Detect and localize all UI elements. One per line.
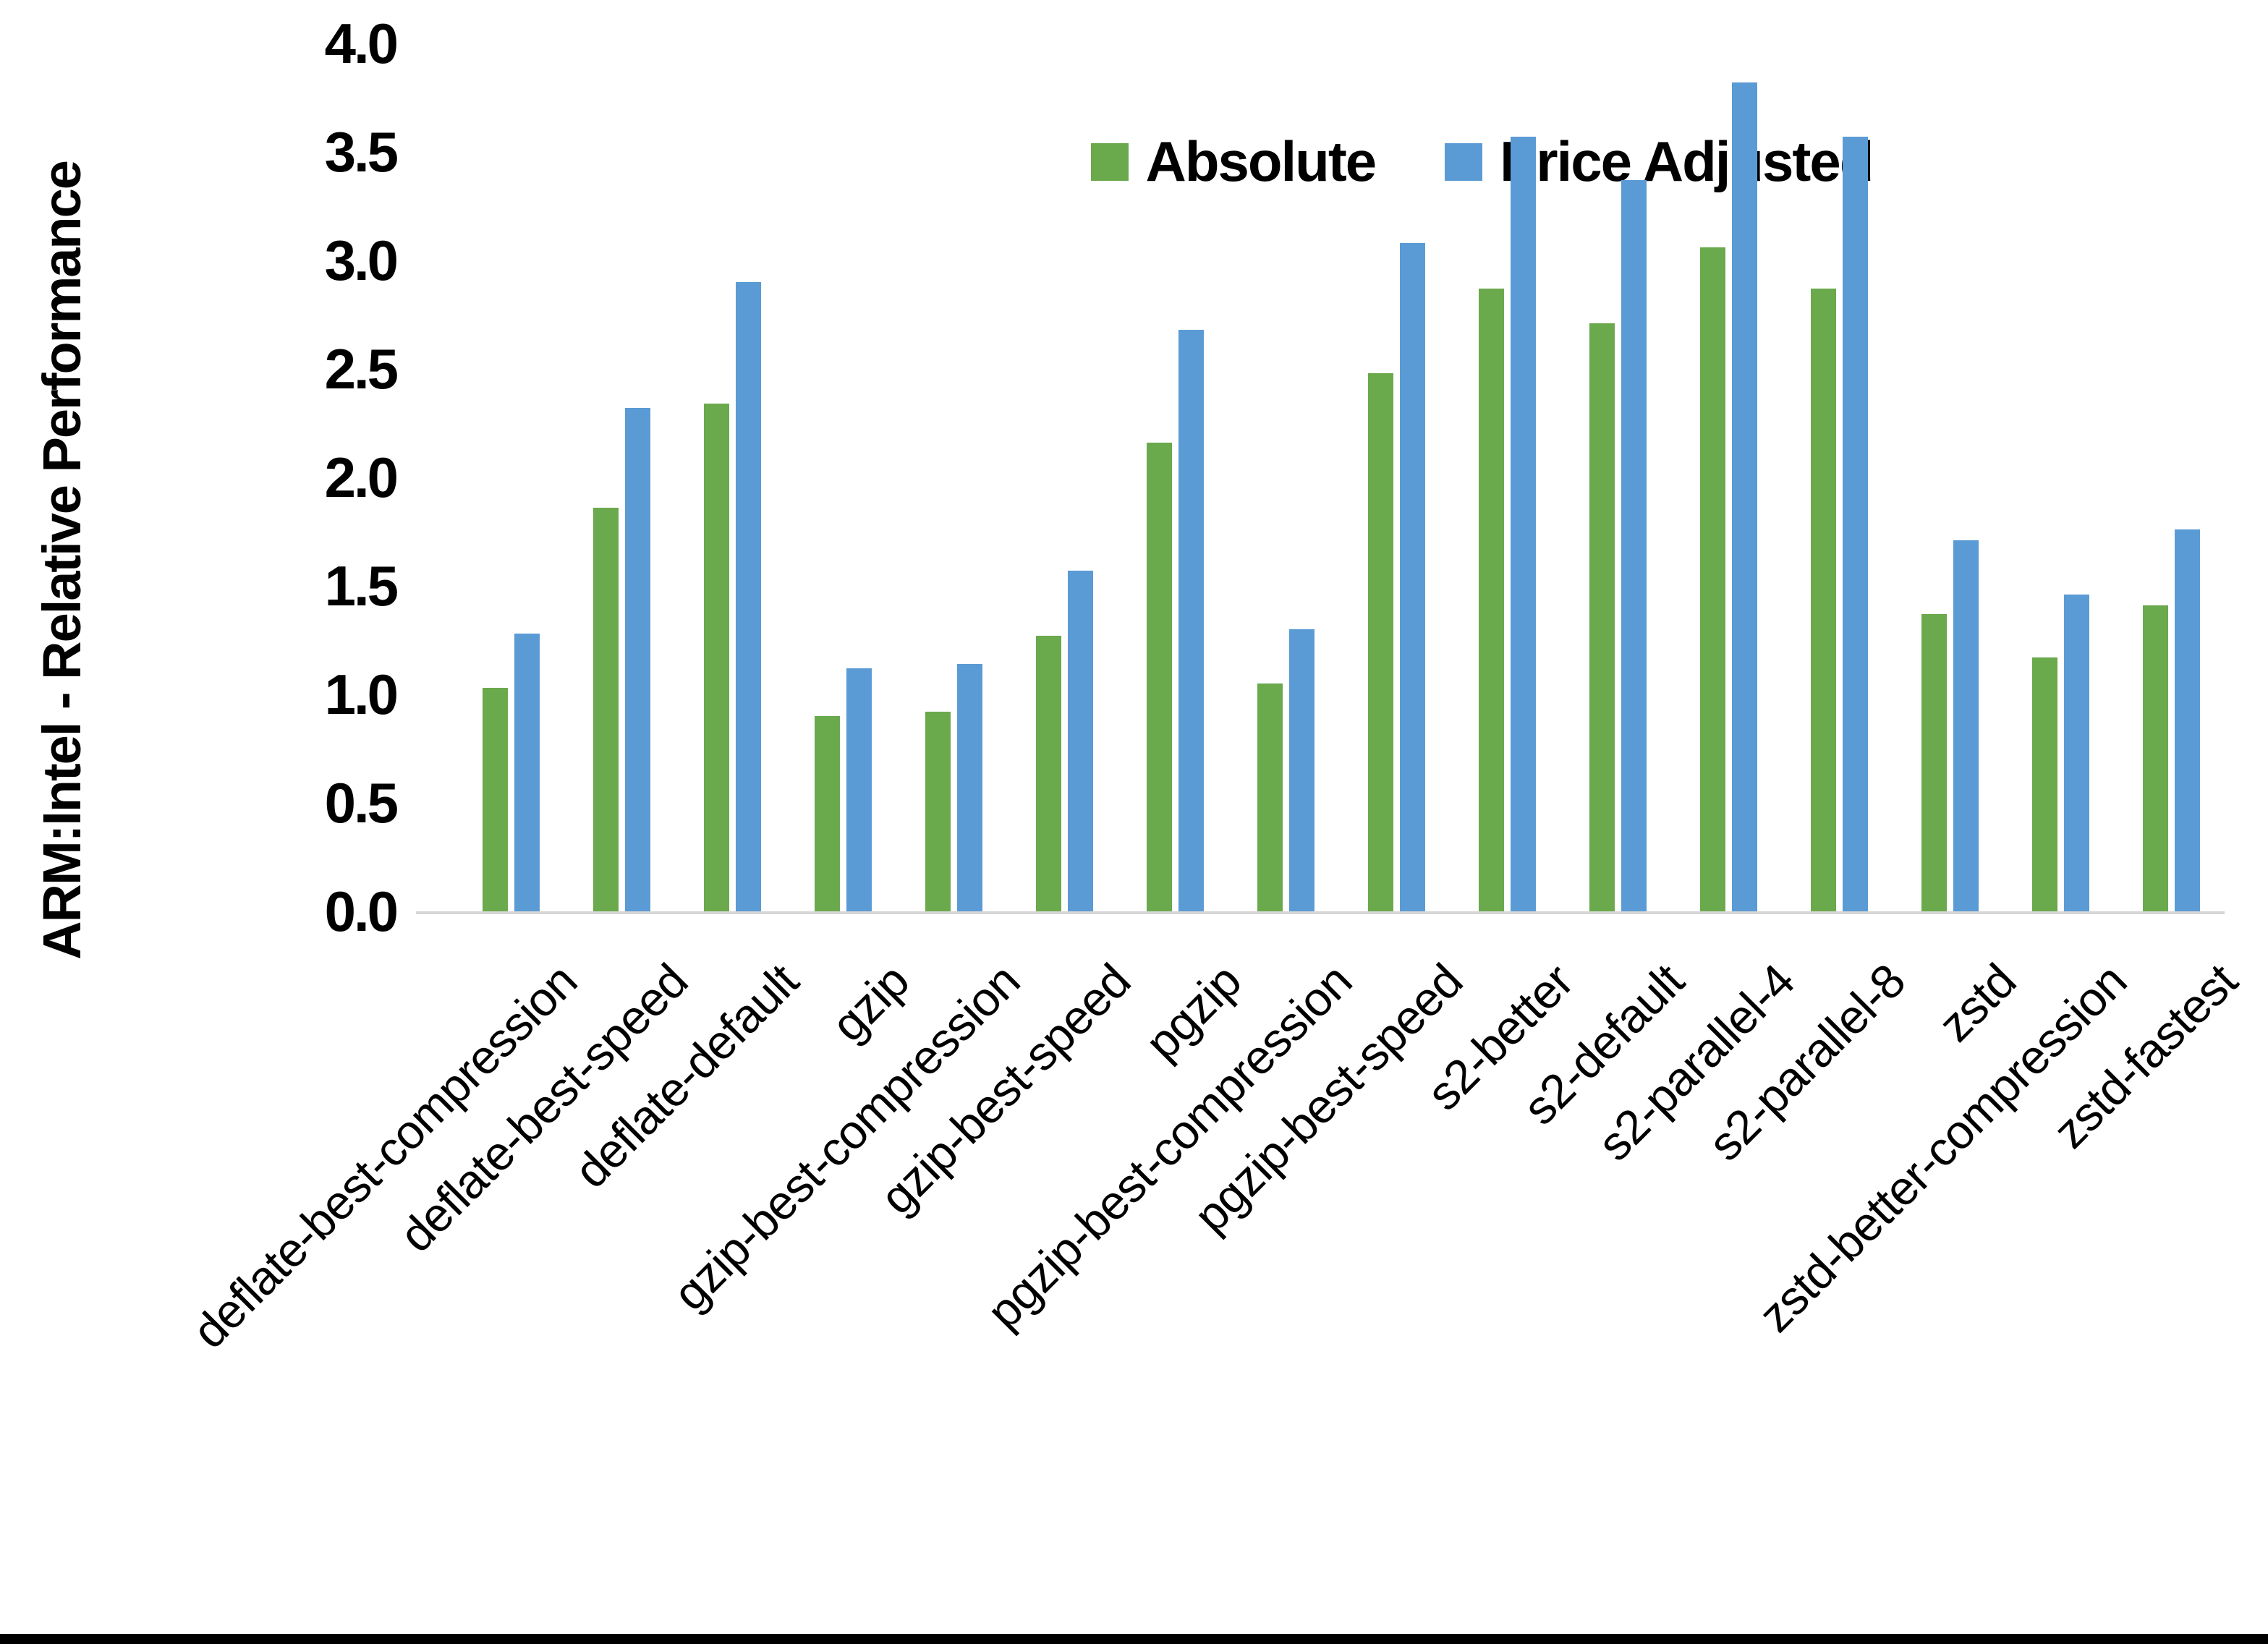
bar-absolute bbox=[1368, 373, 1393, 911]
legend-label: Absolute bbox=[1145, 129, 1377, 193]
bar-price-adjusted bbox=[514, 634, 540, 911]
bar-absolute bbox=[2143, 605, 2168, 911]
bar-price-adjusted bbox=[1289, 629, 1314, 911]
bar-price-adjusted bbox=[957, 664, 982, 911]
bar-price-adjusted bbox=[1953, 540, 1979, 911]
bar-price-adjusted bbox=[1732, 82, 1757, 911]
y-tick-label: 1.5 bbox=[324, 554, 399, 618]
bar-price-adjusted bbox=[1178, 330, 1204, 911]
bar-absolute bbox=[2032, 657, 2057, 911]
bar-absolute bbox=[593, 508, 619, 911]
bar-price-adjusted bbox=[1511, 137, 1536, 911]
bar-price-adjusted bbox=[2175, 529, 2200, 911]
bar-absolute bbox=[704, 404, 729, 911]
bar-absolute bbox=[1811, 289, 1836, 911]
plot-area bbox=[416, 43, 2225, 914]
y-tick-label: 3.5 bbox=[324, 120, 399, 184]
y-tick-label: 2.5 bbox=[324, 337, 399, 401]
bar-absolute bbox=[1700, 247, 1725, 911]
y-tick-label: 3.0 bbox=[324, 229, 399, 292]
bar-absolute bbox=[483, 688, 508, 911]
bar-price-adjusted bbox=[1843, 137, 1868, 911]
chart-legend: Absolute Price Adjusted bbox=[1090, 129, 1874, 195]
bar-absolute bbox=[1036, 636, 1061, 911]
bottom-border-bar bbox=[0, 1634, 2268, 1644]
legend-swatch-icon bbox=[1090, 142, 1129, 181]
x-tick-label: zstd bbox=[1927, 953, 2026, 1052]
bar-absolute bbox=[815, 716, 840, 911]
bar-absolute bbox=[1147, 443, 1172, 911]
bar-price-adjusted bbox=[736, 282, 761, 911]
legend-swatch-icon bbox=[1445, 142, 1483, 181]
y-tick-label: 4.0 bbox=[324, 12, 399, 75]
legend-label: Price Adjusted bbox=[1500, 129, 1874, 193]
y-tick-label: 0.5 bbox=[324, 771, 399, 835]
bar-absolute bbox=[925, 712, 951, 911]
bar-price-adjusted bbox=[1621, 180, 1647, 911]
y-tick-label: 1.0 bbox=[324, 663, 399, 726]
bar-absolute bbox=[1257, 683, 1283, 911]
bar-price-adjusted bbox=[1400, 243, 1425, 911]
bar-absolute bbox=[1479, 289, 1504, 911]
legend-item-absolute: Absolute bbox=[1090, 129, 1377, 195]
x-tick-label: gzip bbox=[820, 953, 919, 1052]
y-tick-label: 2.0 bbox=[324, 446, 399, 509]
bar-price-adjusted bbox=[1068, 571, 1093, 911]
y-tick-label: 0.0 bbox=[324, 880, 399, 943]
bar-absolute bbox=[1589, 323, 1615, 911]
bar-price-adjusted bbox=[2064, 595, 2089, 911]
bar-absolute bbox=[1921, 614, 1947, 911]
legend-item-price-adjusted: Price Adjusted bbox=[1445, 129, 1874, 195]
bar-price-adjusted bbox=[625, 408, 650, 911]
bar-price-adjusted bbox=[846, 668, 872, 911]
